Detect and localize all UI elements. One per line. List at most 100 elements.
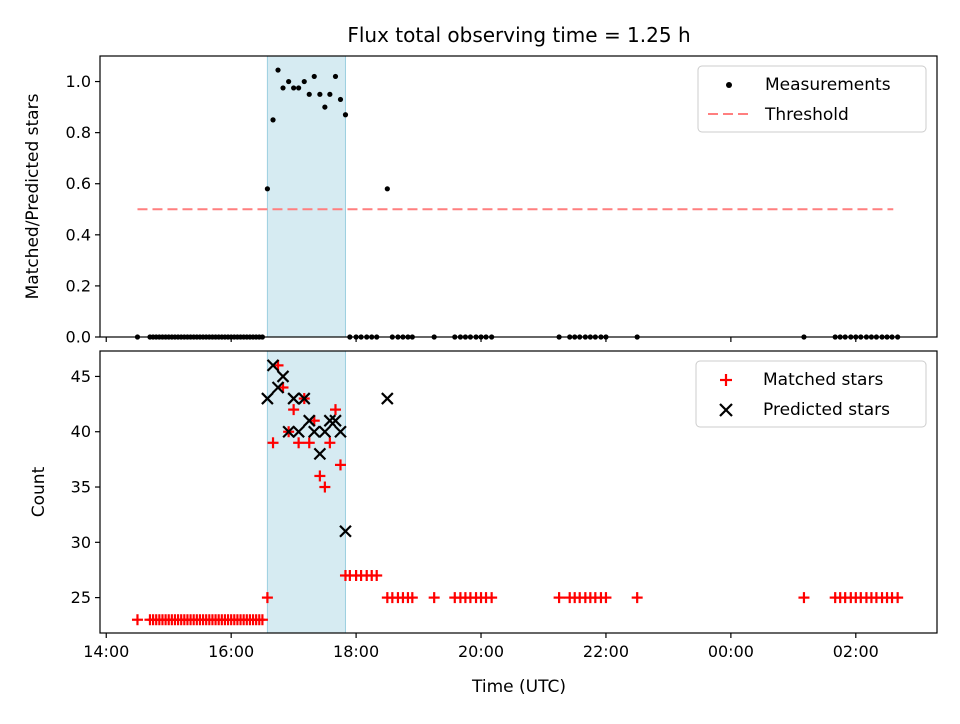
matched-star-point <box>486 592 498 604</box>
matched-stars-points <box>131 359 904 626</box>
y-tick-label: 0.0 <box>66 328 91 347</box>
predicted-star-point <box>261 392 274 405</box>
legend-measurements-marker <box>726 82 732 88</box>
x-tick-label: 16:00 <box>208 642 254 661</box>
bottom-observing-span <box>266 350 346 634</box>
top-y-axis-label: Matched/Predicted stars <box>23 93 43 299</box>
legend-threshold-label: Threshold <box>764 105 849 125</box>
x-tick-label: 18:00 <box>333 642 379 661</box>
measurement-point <box>317 91 323 97</box>
predicted-star-point <box>323 414 337 427</box>
measurement-point <box>337 96 344 103</box>
legend-predicted-marker <box>719 403 733 417</box>
measurement-point <box>342 112 349 118</box>
measurement-point <box>291 85 297 91</box>
measurement-point <box>286 78 292 85</box>
matched-star-point <box>288 404 300 416</box>
matched-star-point <box>334 459 346 471</box>
y-tick-label: 0.6 <box>66 174 91 193</box>
predicted-star-point <box>287 392 300 405</box>
predicted-star-point <box>313 447 327 461</box>
y-tick-label: 25 <box>71 588 91 607</box>
predicted-star-point <box>302 414 316 427</box>
matched-star-point <box>428 592 440 604</box>
legend-matched-label: Matched stars <box>763 370 883 390</box>
matched-star-point <box>406 592 418 604</box>
measurement-point <box>280 85 286 91</box>
x-tick-label: 02:00 <box>833 642 879 661</box>
bottom-legend-box <box>695 360 927 428</box>
top-observing-span <box>266 55 346 338</box>
predicted-star-point <box>339 524 352 538</box>
measurement-point <box>296 85 302 91</box>
matched-star-point <box>261 592 273 604</box>
bottom-axes-frame <box>99 350 938 634</box>
matched-star-point <box>131 614 143 626</box>
matched-star-point <box>303 437 315 449</box>
x-tick-label: 00:00 <box>708 642 754 661</box>
x-tick-label: 20:00 <box>458 642 504 661</box>
matched-star-point <box>319 481 331 493</box>
top-legend-box <box>697 65 927 133</box>
predicted-star-point <box>381 392 394 405</box>
predicted-star-point <box>297 392 311 405</box>
predicted-star-point <box>307 425 321 439</box>
x-tick-label: 22:00 <box>583 642 629 661</box>
measurement-point <box>264 186 270 192</box>
top-y-ticks: 0.0 0.2 0.4 0.6 0.8 1.0 <box>66 72 100 347</box>
matched-star-point <box>600 592 612 604</box>
matched-star-point <box>553 592 565 604</box>
matched-star-point <box>314 470 326 482</box>
matched-star-point <box>892 592 904 604</box>
x-axis-label: Time (UTC) <box>471 677 566 697</box>
measurement-point <box>332 73 339 80</box>
predicted-star-point <box>334 425 347 439</box>
matched-star-point <box>324 437 336 449</box>
measurement-point <box>311 73 317 80</box>
legend-measurements-label: Measurements <box>765 75 891 95</box>
y-tick-label: 0.4 <box>66 225 91 244</box>
legend-predicted-label: Predicted stars <box>763 400 890 420</box>
predicted-star-point <box>292 425 305 439</box>
predicted-star-point <box>329 414 342 427</box>
predicted-stars-points <box>261 359 394 538</box>
matched-star-point <box>798 592 810 604</box>
predicted-star-point <box>282 425 295 439</box>
measurement-point <box>327 91 333 97</box>
matched-star-point <box>293 437 305 449</box>
top-panel: 0.0 0.2 0.4 0.6 0.8 1.0 Matched/Predicted sta… <box>23 55 938 347</box>
y-tick-label: 0.8 <box>66 123 91 142</box>
bottom-panel: 25 30 35 40 45 14:00 16:00 18:00 20:00 22:00 00:0… <box>29 350 938 697</box>
predicted-star-point <box>318 425 332 439</box>
bottom-x-ticks: 14:00 16:00 18:00 20:00 22:00 00:00 02:00 <box>83 633 879 661</box>
measurement-point <box>301 78 307 85</box>
measurement-point <box>275 67 281 73</box>
bottom-y-axis-label: Count <box>29 466 49 517</box>
matched-star-point <box>329 404 341 416</box>
matched-star-point <box>267 437 279 449</box>
measurement-point <box>384 186 390 192</box>
x-tick-label: 14:00 <box>83 642 129 661</box>
matched-star-point <box>371 569 383 581</box>
chart-title: Flux total observing time = 1.25 h <box>347 23 690 47</box>
measurement-point <box>270 117 276 123</box>
bottom-y-ticks: 25 30 35 40 45 <box>71 367 100 607</box>
y-tick-label: 35 <box>71 478 91 497</box>
predicted-star-point <box>266 359 280 372</box>
bottom-legend: Matched stars Predicted stars <box>695 360 927 428</box>
predicted-star-point <box>271 381 285 394</box>
measurement-point <box>306 91 312 97</box>
top-legend: Measurements Threshold <box>697 65 927 133</box>
legend-matched-marker <box>720 374 732 386</box>
y-tick-label: 0.2 <box>66 276 91 295</box>
measurement-point <box>322 104 328 110</box>
y-tick-label: 45 <box>71 367 91 386</box>
y-tick-label: 40 <box>71 422 91 441</box>
matched-star-point <box>631 592 643 604</box>
matched-star-point <box>256 614 268 626</box>
y-tick-label: 30 <box>71 533 91 552</box>
predicted-star-point <box>276 370 290 383</box>
y-tick-label: 1.0 <box>66 72 91 91</box>
top-axes-frame <box>99 55 938 338</box>
